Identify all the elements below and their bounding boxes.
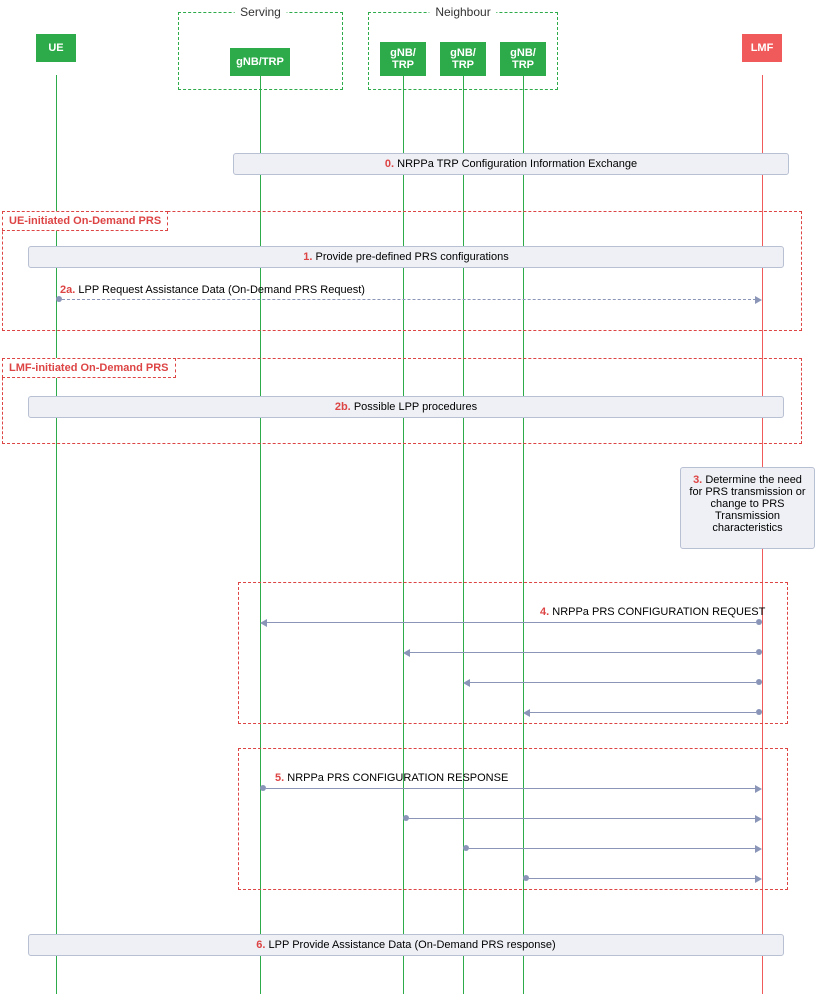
band-step-2b: 2b. Possible LPP procedures (28, 396, 784, 418)
actor-gnb-neighbour-2: gNB/ TRP (440, 42, 486, 76)
arrow-step-4-line (260, 622, 762, 623)
band-6-text: LPP Provide Assistance Data (On-Demand P… (269, 939, 556, 951)
arrow-4-text: NRPPa PRS CONFIGURATION REQUEST (552, 606, 765, 618)
arrow-head (755, 875, 762, 883)
band-1-step: 1. (303, 251, 312, 263)
arrow-step-2a: 2a. LPP Request Assistance Data (On-Dema… (56, 299, 762, 300)
arrow-line (529, 712, 756, 713)
arrow-head (755, 815, 762, 823)
arrow-2a-label: 2a. LPP Request Assistance Data (On-Dema… (60, 284, 365, 296)
arrow-step-5-line (523, 878, 762, 879)
arrow-5-text: NRPPa PRS CONFIGURATION RESPONSE (287, 772, 508, 784)
actor-ue-label: UE (48, 42, 63, 54)
note-step-3: 3. Determine the need for PRS transmissi… (680, 467, 815, 549)
band-1-text: Provide pre-defined PRS configurations (316, 251, 509, 263)
actor-gnb0-label: gNB/TRP (236, 56, 284, 68)
band-2b-text: Possible LPP procedures (354, 401, 477, 413)
arrow-line (409, 818, 756, 819)
neighbour-group-title: Neighbour (429, 5, 496, 19)
arrow-step-4-line (403, 652, 762, 653)
phase-lmf-title: LMF-initiated On-Demand PRS (2, 358, 176, 378)
note-3-text: Determine the need for PRS transmission … (689, 474, 805, 534)
band-step-0: 0. NRPPa TRP Configuration Information E… (233, 153, 789, 175)
actor-gnb3-label: gNB/ TRP (510, 47, 536, 71)
arrow-step-4-line (523, 712, 762, 713)
note-3-step: 3. (693, 474, 702, 486)
arrow-head (755, 785, 762, 793)
actor-gnb1-label: gNB/ TRP (390, 47, 416, 71)
arrow-line (266, 622, 756, 623)
actor-gnb-neighbour-3: gNB/ TRP (500, 42, 546, 76)
phase-config-request (238, 582, 788, 724)
arrow-2a-text: LPP Request Assistance Data (On-Demand P… (78, 284, 365, 296)
band-6-step: 6. (256, 939, 265, 951)
band-0-text: NRPPa TRP Configuration Information Exch… (397, 158, 637, 170)
arrow-dot (756, 619, 762, 625)
arrow-dot (756, 709, 762, 715)
phase-ue-title: UE-initiated On-Demand PRS (2, 211, 168, 231)
arrow-line (469, 682, 756, 683)
arrow-head (403, 649, 410, 657)
arrow-step-5-line (403, 818, 762, 819)
arrow-5-step: 5. (275, 772, 284, 784)
arrow-2a-step: 2a. (60, 284, 75, 296)
band-step-6: 6. LPP Provide Assistance Data (On-Deman… (28, 934, 784, 956)
arrow-line (409, 652, 756, 653)
arrow-line (266, 788, 756, 789)
arrow-step-4-line (463, 682, 762, 683)
arrow-line (529, 878, 756, 879)
band-0-step: 0. (385, 158, 394, 170)
phase-ue-initiated: UE-initiated On-Demand PRS (2, 211, 802, 331)
arrow-line (469, 848, 756, 849)
arrow-step-5-line (260, 788, 762, 789)
arrow-head (755, 845, 762, 853)
actor-gnb-serving: gNB/TRP (230, 48, 290, 76)
serving-group-title: Serving (234, 5, 287, 19)
arrow-dot (756, 679, 762, 685)
band-step-1: 1. Provide pre-defined PRS configuration… (28, 246, 784, 268)
arrow-dot (756, 649, 762, 655)
phase-config-response (238, 748, 788, 890)
arrow-step-5-line (463, 848, 762, 849)
actor-lmf: LMF (742, 34, 782, 62)
arrow-5-label: 5. NRPPa PRS CONFIGURATION RESPONSE (275, 772, 508, 784)
arrow-4-label: 4. NRPPa PRS CONFIGURATION REQUEST (540, 606, 765, 618)
arrow-head (523, 709, 530, 717)
arrow-2a-head (755, 296, 762, 304)
band-2b-step: 2b. (335, 401, 351, 413)
arrow-head (260, 619, 267, 627)
arrow-2a-line (62, 299, 756, 300)
actor-ue: UE (36, 34, 76, 62)
arrow-head (463, 679, 470, 687)
arrow-4-step: 4. (540, 606, 549, 618)
actor-lmf-label: LMF (751, 42, 774, 54)
actor-gnb-neighbour-1: gNB/ TRP (380, 42, 426, 76)
actor-gnb2-label: gNB/ TRP (450, 47, 476, 71)
